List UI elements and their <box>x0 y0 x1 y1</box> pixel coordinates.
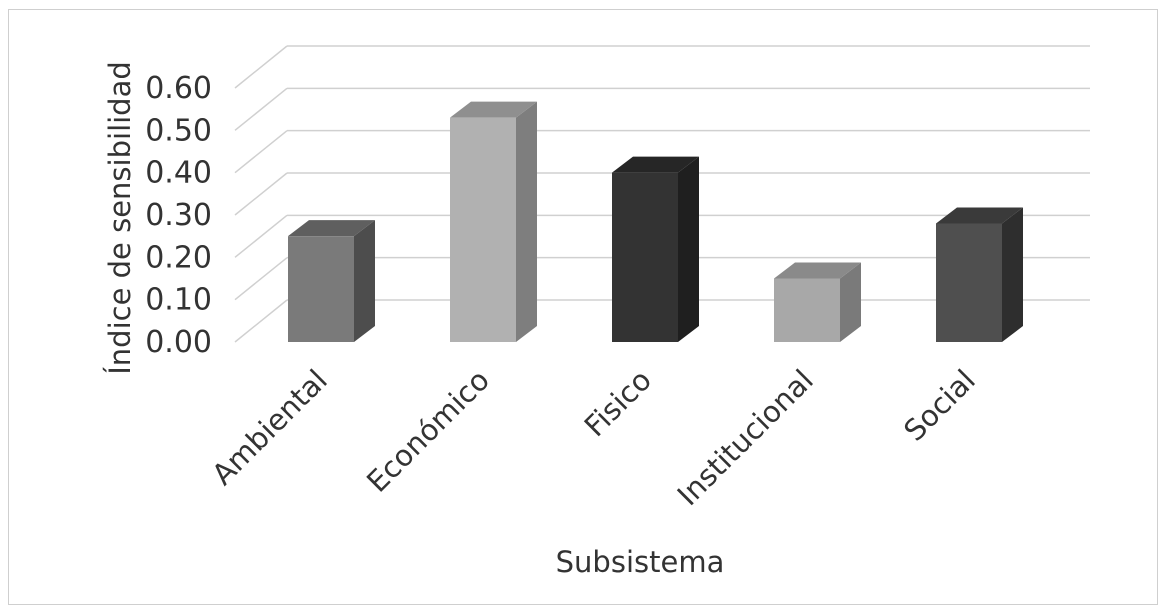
y-tick-label: 0.30 <box>145 198 212 233</box>
bar-social <box>936 207 1023 342</box>
y-tick-label: 0.50 <box>145 113 212 148</box>
bar-top <box>612 156 699 173</box>
y-tick-label: 0.60 <box>145 71 212 106</box>
gridline-diagonal <box>234 45 288 89</box>
bar-front <box>612 172 678 342</box>
bar-front <box>774 278 840 342</box>
bar-top <box>450 101 537 118</box>
gridline-diagonal <box>234 299 288 343</box>
y-tick-label: 0.10 <box>145 283 212 318</box>
gridline-diagonal <box>234 172 288 216</box>
gridline-diagonal <box>234 87 288 131</box>
y-tick-labels: 0.00 0.10 0.20 0.30 0.40 0.50 0.60 <box>145 71 212 360</box>
x-category-label: Económico <box>360 363 496 499</box>
x-category-label: Fisico <box>578 363 658 443</box>
gridline-diagonal <box>234 130 288 174</box>
y-tick-label: 0.00 <box>145 325 212 360</box>
bars <box>288 101 1023 342</box>
bar-top <box>288 220 375 237</box>
bar-front <box>288 236 354 342</box>
bar-side <box>1002 207 1023 342</box>
bar-ambiental <box>288 220 375 342</box>
x-category-label: Institucional <box>671 363 820 512</box>
y-tick-label: 0.40 <box>145 156 212 191</box>
bar-fisico <box>612 156 699 342</box>
x-category-label: Ambiental <box>205 363 334 492</box>
bar-top <box>774 262 861 279</box>
y-axis-title: Índice de sensibilidad <box>103 61 137 375</box>
x-category-label: Social <box>897 363 982 448</box>
x-axis-title: Subsistema <box>556 545 725 579</box>
gridline-diagonal <box>234 257 288 301</box>
bar-side <box>840 262 861 342</box>
bar-top <box>936 207 1023 224</box>
bar-side <box>354 220 375 342</box>
y-tick-label: 0.20 <box>145 240 212 275</box>
bar-side <box>516 101 537 342</box>
bar-front <box>936 223 1002 342</box>
bar-side <box>678 156 699 342</box>
gridline-diagonal <box>234 214 288 258</box>
bar-front <box>450 117 516 342</box>
x-category-labels: Ambiental Económico Fisico Institucional Soc… <box>205 363 982 512</box>
bar-institucional <box>774 262 861 342</box>
bar-económico <box>450 101 537 342</box>
